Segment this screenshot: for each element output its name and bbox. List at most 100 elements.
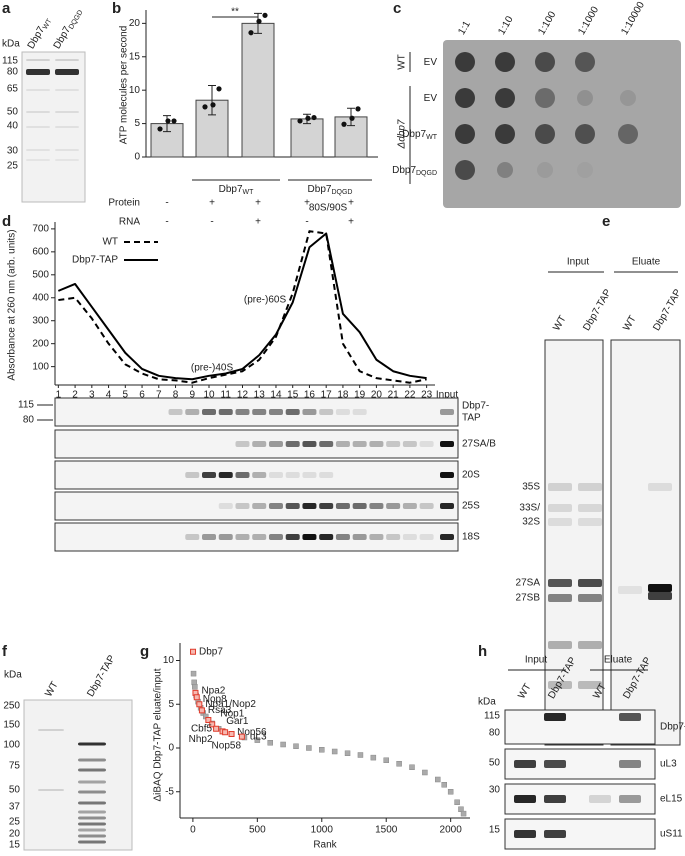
data-point <box>349 115 355 121</box>
band <box>26 59 50 61</box>
band <box>218 472 233 478</box>
band <box>419 503 434 509</box>
x-tick-label: 7 <box>156 390 162 401</box>
label-sub: DQGD <box>68 9 85 31</box>
band <box>268 409 283 415</box>
band <box>548 483 572 491</box>
band <box>218 409 233 415</box>
band <box>578 504 602 512</box>
highlighted-point <box>198 707 205 714</box>
data-point <box>341 121 347 127</box>
protein-label: Nop8 <box>203 694 227 705</box>
gel <box>21 51 86 203</box>
x-tick-label: 0 <box>190 825 196 836</box>
band <box>218 503 233 509</box>
x-tick-label: 10 <box>203 390 215 401</box>
marker-label: 65 <box>7 84 19 95</box>
label-sub: DQGD <box>331 189 352 196</box>
band <box>352 409 367 415</box>
x-tick-label: 11 <box>221 390 232 401</box>
band <box>26 159 50 161</box>
band <box>285 472 300 478</box>
band <box>252 409 267 415</box>
band <box>185 534 200 540</box>
data-point <box>311 114 317 121</box>
highlighted-point <box>213 725 220 732</box>
band <box>78 834 106 838</box>
data-point <box>157 126 163 132</box>
highlighted-point <box>196 701 203 708</box>
condition-mark: - <box>305 217 308 228</box>
band <box>38 789 64 791</box>
marker-label: 37 <box>9 802 21 813</box>
band-label: 27SB <box>516 593 541 604</box>
panel-letter: g <box>140 643 149 660</box>
condition-mark: - <box>210 217 213 228</box>
band <box>78 742 106 746</box>
data-point <box>254 737 261 743</box>
x-tick-label: 2 <box>72 390 78 401</box>
dilution-label: 1:10000 <box>619 0 647 37</box>
x-tick-label: 21 <box>388 390 400 401</box>
band <box>578 518 602 526</box>
highlighted-point <box>222 729 229 736</box>
protein-label: Cbf5 <box>191 723 213 734</box>
band-label: 32S <box>522 517 540 528</box>
label-sub: WT <box>426 134 438 141</box>
marker-label: 25 <box>7 161 19 172</box>
data-point <box>383 757 389 763</box>
marker-label: 15 <box>9 840 21 851</box>
strain-group: WT <box>397 54 408 70</box>
data-point <box>202 104 208 110</box>
y-axis-label: Absorbance at 260 nm (arb. units) <box>7 229 18 380</box>
x-tick-label: 6 <box>139 390 145 401</box>
x-tick-label: 1500 <box>375 825 398 836</box>
highlighted-point <box>205 717 212 723</box>
blot <box>54 522 459 552</box>
x-tick-label: 16 <box>304 390 316 401</box>
colony-spot <box>495 124 515 144</box>
data-point <box>256 18 262 24</box>
group-label: Dbp7WT <box>219 184 255 196</box>
panel-letter: f <box>2 643 8 660</box>
band <box>26 111 50 113</box>
x-tick-label: 23 <box>421 390 433 401</box>
band <box>319 441 334 447</box>
panel-letter: e <box>602 213 610 230</box>
band-label: 35S <box>522 482 540 493</box>
band <box>26 149 50 151</box>
blot-label: 20S <box>462 470 480 481</box>
band <box>235 534 250 540</box>
protein-label: uL3 <box>250 731 267 742</box>
band <box>589 795 611 803</box>
annotation: 80S/90S <box>309 203 348 214</box>
data-point <box>262 12 268 18</box>
band <box>55 89 79 91</box>
data-point <box>280 741 286 748</box>
data-point <box>192 684 198 690</box>
data-point <box>441 782 447 788</box>
band <box>544 830 566 838</box>
y-tick-label: 100 <box>32 361 49 372</box>
error-bar <box>163 115 171 133</box>
band <box>78 828 106 832</box>
x-tick-label: 1000 <box>311 825 334 836</box>
band <box>578 579 602 587</box>
group-label: Input <box>567 257 589 268</box>
band <box>285 534 300 540</box>
blot-label: 25S <box>462 501 480 512</box>
protein-label: Npa2 <box>201 686 225 697</box>
data-point <box>396 761 402 767</box>
label-base: Dbp7 <box>392 165 416 176</box>
marker-label: 25 <box>9 817 21 828</box>
band <box>648 592 672 600</box>
band <box>202 409 217 415</box>
lane-label: WT <box>516 682 533 701</box>
panel-letter: c <box>393 0 401 17</box>
data-point <box>210 102 216 108</box>
strain-label: Dbp7DQGD <box>392 165 437 177</box>
y-axis-label: ΔiBAQ Dbp7-TAP eluate/input <box>153 668 164 801</box>
band <box>440 409 454 415</box>
label-sub: WT <box>243 189 255 196</box>
x-tick-label: 9 <box>189 390 195 401</box>
